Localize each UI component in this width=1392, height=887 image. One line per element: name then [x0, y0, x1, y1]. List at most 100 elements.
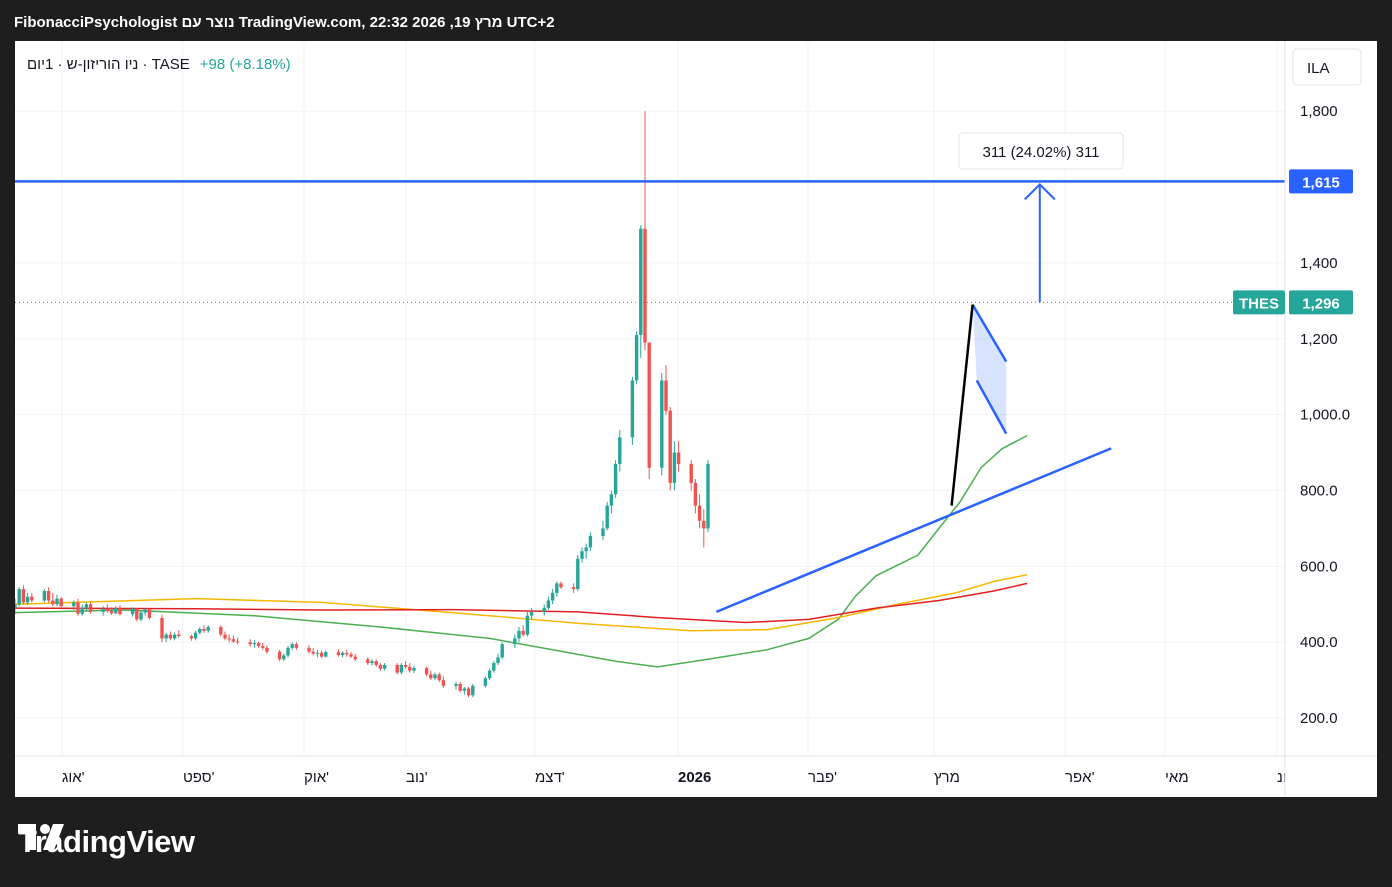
candle-body [584, 547, 588, 552]
candle-up [618, 429, 622, 472]
candle-body [693, 482, 698, 506]
x-tick-label: אפר' [1065, 769, 1095, 786]
candle-body [702, 520, 706, 529]
candle-up [580, 547, 584, 563]
candle-up [315, 649, 320, 658]
candle-up [639, 224, 643, 358]
candle-body [202, 628, 206, 631]
candle-up [588, 532, 593, 552]
candle-body [76, 602, 80, 614]
candle-up [286, 646, 290, 658]
candle-up [454, 682, 458, 690]
candle-body [336, 652, 341, 656]
x-tick-label: נוב' [406, 769, 428, 786]
candle-down [424, 666, 429, 677]
candle-up [193, 630, 198, 641]
candle-body [130, 608, 135, 615]
candle-up [42, 589, 47, 603]
candle-up [17, 587, 21, 607]
candle-down [702, 509, 706, 548]
candle-down [118, 605, 122, 616]
moving-average-ma_short [15, 434, 1028, 668]
candle-body [261, 646, 265, 648]
candle-up [672, 441, 677, 491]
y-tick-label: 1,800 [1300, 103, 1338, 120]
candlestick-chart[interactable]: 1,800 1,400 1,200 1,000.0 800.0 600.0 400.0 200… [15, 41, 1377, 797]
flag-upper-line [971, 303, 1008, 363]
candle-down [353, 653, 357, 662]
measure-label-text: 311 (24.02%) 311 [982, 144, 1099, 161]
candle-body [101, 608, 105, 612]
candle-body [601, 528, 605, 536]
candle-down [202, 625, 206, 633]
measure-arrow-head [1024, 182, 1056, 201]
candle-body [105, 608, 110, 612]
candle-up [290, 642, 294, 650]
symbol-description: ניו הוריזון-ש · 1יום · TASE [27, 56, 190, 73]
candle-body [571, 587, 576, 590]
candle-up [433, 672, 437, 681]
chart-panel[interactable]: 1,800 1,400 1,200 1,000.0 800.0 600.0 400.0 200… [15, 41, 1377, 797]
candle-body [529, 611, 534, 616]
candle-body [219, 627, 223, 635]
candle-body [227, 638, 231, 640]
flag-pole-line [950, 304, 974, 506]
x-tick-label: פבר' [808, 769, 837, 786]
candle-up [84, 602, 89, 612]
candle-down [109, 607, 114, 615]
candle-up [282, 653, 286, 662]
candle-body [72, 602, 76, 607]
candle-body [315, 652, 320, 654]
candle-body [164, 634, 168, 639]
x-tick-label: אוק' [304, 769, 329, 786]
price-change: +98 (+8.18%) [200, 56, 291, 73]
candle-body [492, 663, 496, 671]
candle-body [223, 634, 227, 639]
candle-body [550, 592, 555, 601]
candle-up [25, 592, 30, 606]
candle-body [412, 668, 416, 671]
last-price-symbol-text: THES [1239, 295, 1279, 312]
candle-body [168, 634, 173, 639]
candle-down [248, 639, 252, 647]
candle-down [311, 647, 315, 656]
candle-down [693, 479, 698, 514]
tradingview-logo[interactable]: TradingView [18, 822, 195, 862]
overlays: 311 (24.02%) 311 1,615 THES 1,296 ILA ניו הור… [27, 48, 1362, 315]
candle-body [265, 647, 269, 652]
candle-body [433, 674, 437, 679]
candle-up [114, 605, 118, 615]
candle-body [55, 598, 59, 605]
y-tick-label: 400.0 [1300, 634, 1338, 651]
candle-body [471, 685, 475, 696]
candle-body [588, 536, 593, 548]
candle-up [546, 596, 551, 610]
candle-up [198, 627, 202, 635]
candle-body [349, 654, 353, 657]
candle-up [143, 608, 147, 616]
candle-down [366, 657, 370, 665]
candle-body [59, 598, 63, 607]
candles [15, 111, 710, 698]
candle-down [647, 342, 651, 480]
candle-down [458, 682, 462, 693]
candle-body [114, 608, 118, 614]
candle-up [462, 686, 467, 695]
candle-body [706, 463, 710, 529]
candle-body [84, 604, 89, 609]
candle-body [382, 664, 387, 669]
candle-up [483, 676, 488, 688]
candle-body [639, 228, 643, 335]
candle-down [437, 672, 441, 683]
y-tick-label: 600.0 [1300, 558, 1338, 575]
candle-down [697, 494, 702, 529]
candle-body [198, 628, 202, 633]
candle-body [613, 463, 618, 495]
candle-body [580, 551, 584, 559]
candle-down [664, 365, 668, 415]
candle-body [109, 611, 114, 614]
support-trendline [715, 447, 1112, 614]
candle-body [576, 558, 580, 590]
tradingview-logo-icon [18, 824, 64, 850]
candle-down [147, 608, 152, 620]
